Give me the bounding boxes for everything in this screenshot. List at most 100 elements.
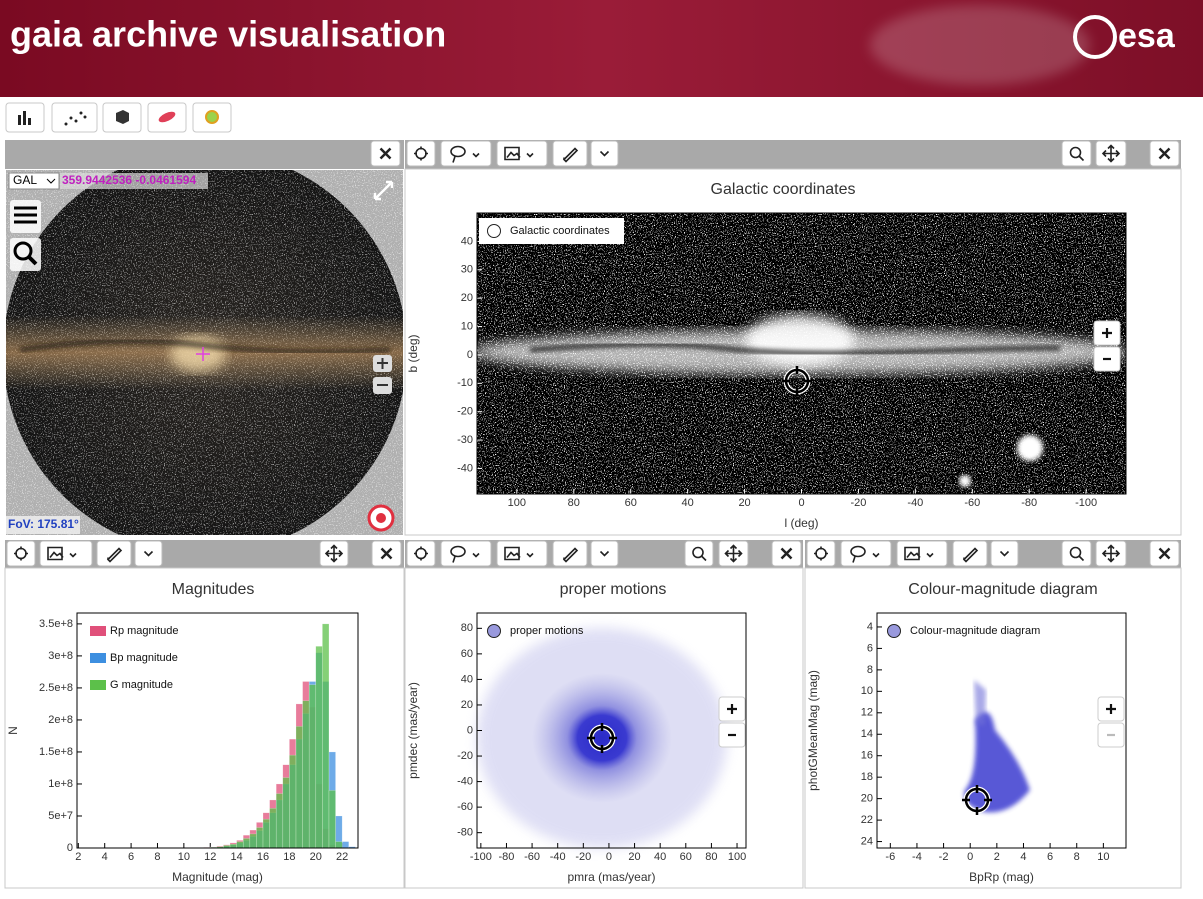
- y-tick-label: 2.5e+8: [39, 682, 73, 694]
- lasso-button[interactable]: [440, 140, 492, 167]
- y-tick-label: 18: [861, 771, 873, 783]
- legend-marker: [487, 624, 501, 638]
- y-tick-label: 10: [861, 685, 873, 697]
- caret-button[interactable]: [990, 540, 1019, 567]
- y-tick-label: -40: [457, 775, 473, 787]
- x-axis-label: Magnitude (mag): [172, 870, 263, 884]
- y-tick-label: -30: [457, 434, 473, 446]
- gear-button[interactable]: [406, 540, 436, 567]
- x-tick-label: 4: [102, 851, 108, 863]
- caret-button[interactable]: [590, 540, 619, 567]
- y-axis-label: photGMeanMag (mag): [806, 670, 820, 791]
- y-tick-label: 14: [861, 728, 873, 740]
- pencil-icon: [562, 547, 579, 563]
- caret-icon: [143, 550, 154, 557]
- search-icon: [27, 255, 38, 266]
- histogram-bar: [295, 726, 303, 849]
- lasso-icon: [850, 545, 880, 563]
- legend-label: proper motions: [510, 625, 584, 637]
- x-tick-label: 10: [178, 851, 190, 863]
- y-tick-label: 0: [467, 724, 473, 736]
- legend-swatch: [90, 653, 106, 663]
- y-tick-label: 5e+7: [48, 810, 73, 822]
- x-tick-label: -60: [524, 851, 540, 863]
- lasso-button[interactable]: [440, 540, 492, 567]
- x-tick-label: 20: [628, 851, 640, 863]
- y-tick-label: 3e+8: [48, 650, 73, 662]
- pencil-icon: [562, 147, 579, 163]
- chart-title: proper motions: [560, 581, 667, 598]
- x-tick-label: 14: [231, 851, 243, 863]
- legend-box: [479, 218, 624, 244]
- x-tick-label: 60: [625, 497, 637, 509]
- x-tick-label: 60: [680, 851, 692, 863]
- y-tick-label: 24: [861, 835, 873, 847]
- y-tick-label: 20: [861, 793, 873, 805]
- frame-select-value[interactable]: GAL: [13, 173, 37, 187]
- image-icon: [504, 546, 534, 561]
- y-tick-label: 60: [461, 648, 473, 660]
- search-button[interactable]: [1061, 540, 1092, 567]
- plus-icon: [377, 358, 388, 369]
- x-tick-label: -100: [470, 851, 492, 863]
- caret-icon: [599, 150, 610, 157]
- histogram-bar: [322, 623, 330, 849]
- fullscreen-icon[interactable]: [373, 180, 394, 201]
- x-tick-label: 8: [1074, 851, 1080, 863]
- gear-button[interactable]: [806, 540, 836, 567]
- plus-icon: [1106, 704, 1116, 714]
- x-tick-label: 6: [1047, 851, 1053, 863]
- layers-icon: [14, 206, 37, 224]
- esa-logo-mark: [1073, 15, 1117, 59]
- x-tick-label: 2: [994, 851, 1000, 863]
- x-tick-label: -80: [1021, 497, 1037, 509]
- chart-title: Magnitudes: [172, 581, 255, 598]
- legend-label: Colour-magnitude diagram: [910, 625, 1040, 637]
- search-button[interactable]: [1061, 140, 1092, 167]
- close-icon: [379, 147, 392, 160]
- x-axis-label: pmra (mas/year): [567, 870, 655, 884]
- x-axis-label: l (deg): [784, 516, 818, 530]
- caret-button[interactable]: [134, 540, 163, 567]
- sky-view: [6, 170, 403, 535]
- caret-button[interactable]: [590, 140, 619, 167]
- esa-logo: esa: [1118, 17, 1176, 55]
- histogram-bar: [308, 684, 317, 849]
- histogram-bar: [236, 841, 244, 849]
- panel: [4, 567, 405, 889]
- x-tick-label: 10: [1097, 851, 1109, 863]
- search-icon: [692, 546, 707, 562]
- scatter-button[interactable]: [51, 102, 98, 133]
- close-icon: [1158, 147, 1171, 160]
- legend-label: Rp magnitude: [110, 625, 179, 637]
- gear-button[interactable]: [406, 140, 436, 167]
- lasso-icon: [450, 145, 480, 163]
- histogram-bar: [256, 827, 264, 849]
- y-tick-label: -10: [457, 377, 473, 389]
- frame-select[interactable]: [8, 172, 60, 190]
- x-tick-label: 40: [654, 851, 666, 863]
- caret-icon: [599, 550, 610, 557]
- move-icon: [324, 544, 344, 563]
- x-tick-label: 80: [705, 851, 717, 863]
- y-tick-label: -40: [457, 462, 473, 474]
- gear-button[interactable]: [6, 540, 36, 567]
- image-icon: [504, 146, 534, 161]
- histogram-bar: [328, 790, 336, 849]
- legend-label: G magnitude: [110, 679, 173, 691]
- close-icon: [380, 547, 393, 560]
- x-axis-label: BpRp (mag): [969, 870, 1034, 884]
- y-tick-label: 1e+8: [48, 778, 73, 790]
- lasso-button[interactable]: [840, 540, 892, 567]
- y-tick-label: 0: [467, 349, 473, 361]
- x-tick-label: 22: [336, 851, 348, 863]
- x-tick-label: -100: [1075, 497, 1097, 509]
- image-icon: [47, 546, 77, 561]
- y-axis-label: N: [6, 726, 20, 735]
- x-tick-label: 80: [568, 497, 580, 509]
- search-button[interactable]: [684, 540, 714, 567]
- x-tick-label: -6: [885, 851, 895, 863]
- y-tick-label: 10: [461, 320, 473, 332]
